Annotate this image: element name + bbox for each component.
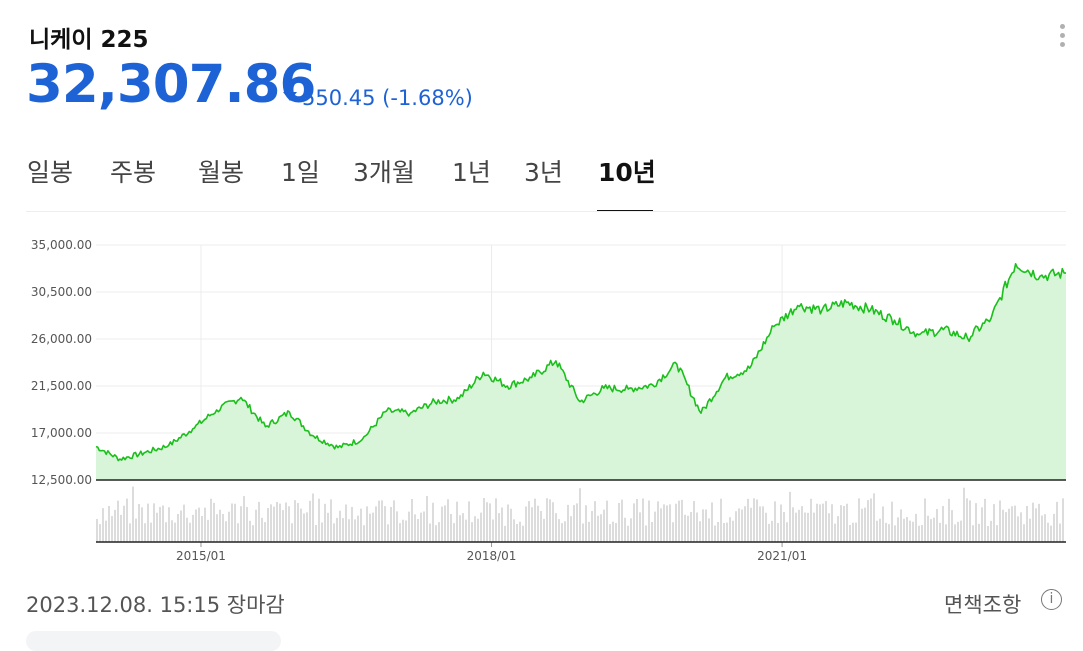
change-value: 550.45: [302, 86, 376, 110]
y-tick-label: 21,500.00: [31, 379, 92, 393]
y-tick-label: 35,000.00: [31, 238, 92, 252]
tab-4[interactable]: 3개월: [353, 158, 415, 187]
price-change: 550.45 (-1.68%): [302, 86, 473, 110]
tab-6[interactable]: 3년: [524, 158, 563, 187]
current-price: 32,307.86: [26, 54, 316, 115]
more-vertical-icon[interactable]: [1054, 22, 1072, 50]
x-tick-label: 2021/01: [757, 549, 807, 563]
bottom-pill: [26, 631, 281, 651]
price-area-fill: [96, 263, 1066, 480]
tab-0[interactable]: 일봉: [27, 158, 74, 187]
disclaimer-link[interactable]: 면책조항: [944, 593, 1022, 617]
info-icon[interactable]: i: [1041, 589, 1062, 610]
y-tick-label: 30,500.00: [31, 285, 92, 299]
tab-1[interactable]: 주봉: [110, 158, 157, 187]
y-tick-label: 26,000.00: [31, 332, 92, 346]
price-line: [95, 263, 1067, 462]
y-tick-label: 12,500.00: [31, 473, 92, 487]
x-tick-label: 2015/01: [176, 549, 226, 563]
timestamp: 2023.12.08. 15:15 장마감: [26, 593, 285, 617]
tab-2[interactable]: 월봉: [198, 158, 245, 187]
x-tick-label: 2018/01: [467, 549, 517, 563]
tab-5[interactable]: 1년: [452, 158, 491, 187]
tab-3[interactable]: 1일: [281, 158, 320, 187]
y-tick-label: 17,000.00: [31, 426, 92, 440]
change-percent: (-1.68%): [382, 86, 473, 110]
price-chart[interactable]: 35,000.00 30,500.00 26,000.00 21,500.00 17,0…: [0, 220, 1083, 565]
tab-divider: [26, 211, 1066, 212]
page-title: 니케이 225: [29, 27, 149, 53]
down-triangle-icon: [283, 92, 297, 101]
tab-7[interactable]: 10년: [598, 158, 656, 187]
